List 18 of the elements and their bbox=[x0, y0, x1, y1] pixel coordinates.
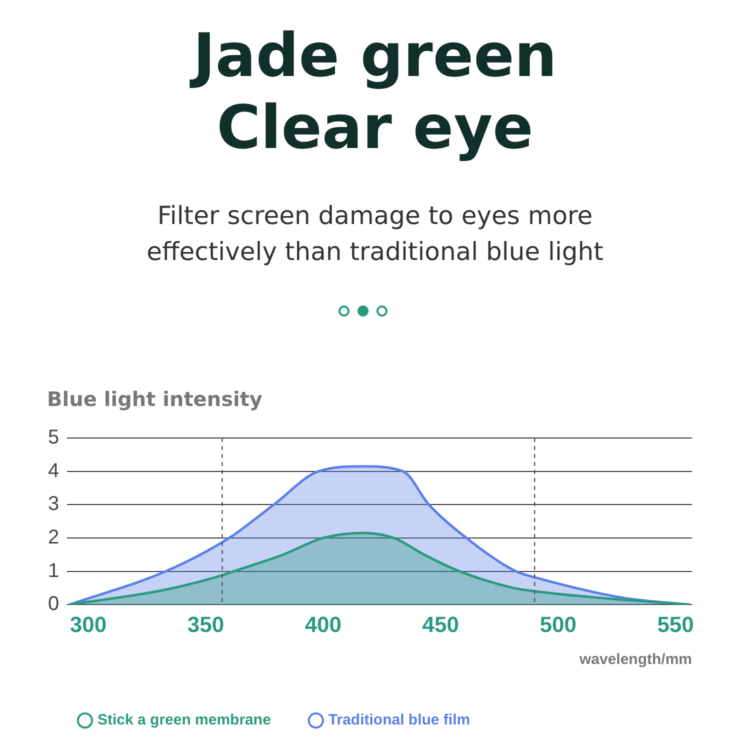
y-axis-title: Blue light intensity bbox=[47, 387, 262, 411]
x-tick-label: 550 bbox=[657, 612, 694, 637]
y-tick-label: 2 bbox=[48, 526, 60, 548]
x-axis-title: wavelength/mm bbox=[578, 651, 692, 668]
x-tick-label: 450 bbox=[422, 612, 459, 637]
x-tick-label: 300 bbox=[70, 612, 107, 637]
chart-subtitle: Filter screen damage to eyes more effectively than traditional blue light bbox=[146, 200, 604, 268]
legend-label: Traditional blue film bbox=[328, 712, 470, 729]
y-tick-label: 5 bbox=[48, 426, 60, 449]
x-tick-label: 350 bbox=[187, 612, 224, 637]
y-tick-label: 1 bbox=[48, 560, 60, 582]
x-tick-label: 500 bbox=[540, 612, 576, 637]
legend-label: Stick a green membrane bbox=[98, 712, 271, 729]
y-tick-label: 0 bbox=[48, 593, 60, 616]
x-tick-label: 400 bbox=[304, 612, 342, 637]
y-tick-label: 4 bbox=[48, 460, 60, 482]
y-tick-label: 3 bbox=[48, 493, 60, 516]
chart-title: Jade green Clear eye bbox=[188, 20, 558, 164]
